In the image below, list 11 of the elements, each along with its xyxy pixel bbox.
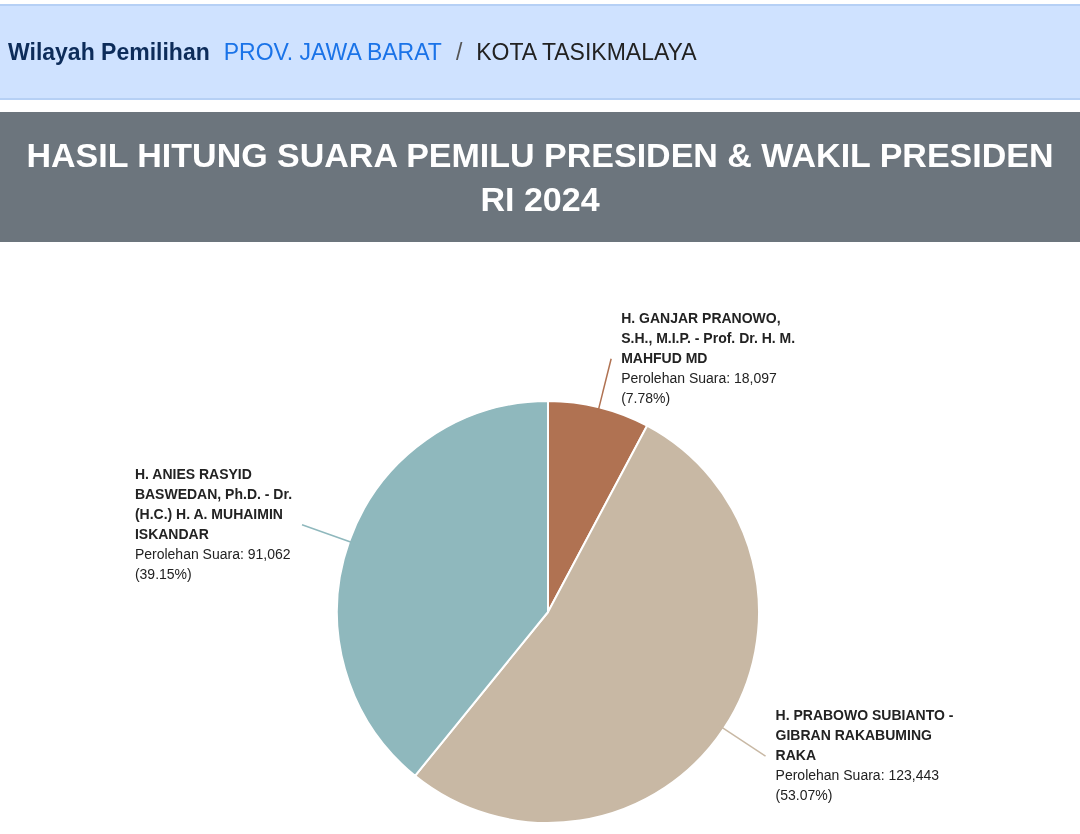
chart-title: HASIL HITUNG SUARA PEMILU PRESIDEN & WAKIL PRESIDEN RI 2024 [0,112,1080,242]
text: / [455,38,463,66]
text: PROV. JAWA BARAT [223,38,442,66]
data-label: Perolehan Suara: 18,097 (7.78%) [621,369,778,406]
data-label: Perolehan Suara: 123,443 (53.07%) [775,767,940,804]
text: KOTA TASIKMALAYA [476,38,697,66]
slice-label: H. ANIES RASYID BASWEDAN, Ph.D. - Dr. (H.C.) H. A. MUHAIMIN ISKANDAR [134,465,293,542]
data-label: Perolehan Suara: 91,062 (39.15%) [134,545,291,582]
text: Wilayah Pemilihan [8,38,210,66]
slice-label: H. GANJAR PRANOWO, S.H., M.I.P. - Prof. Dr. H. M. MAHFUD MD [621,309,796,366]
slice-label: H. PRABOWO SUBIANTO - GIBRAN RAKABUMING RAKA [775,707,954,764]
